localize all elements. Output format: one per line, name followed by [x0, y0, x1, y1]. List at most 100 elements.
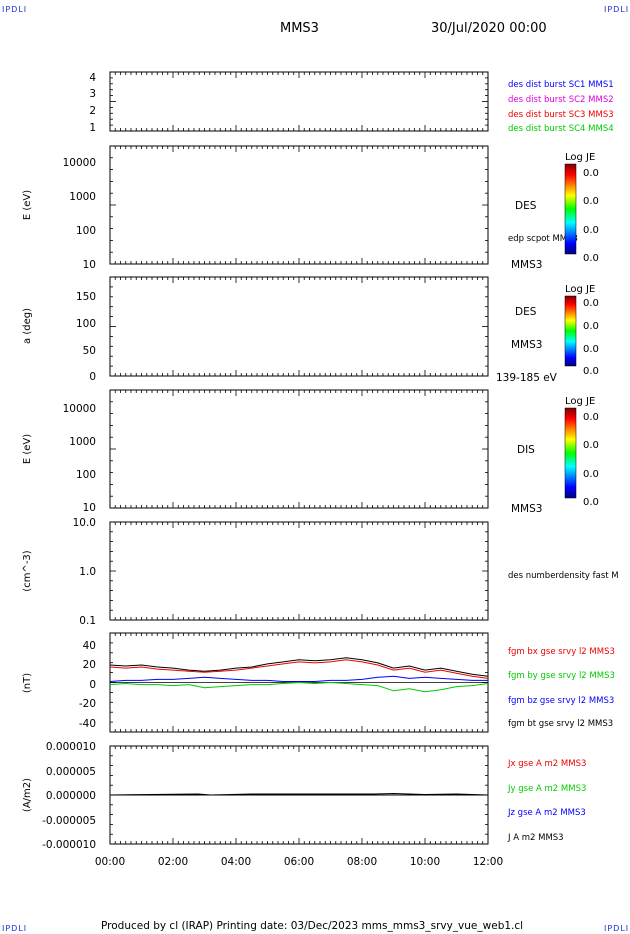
- corner-mark-top-right: IPDLI: [604, 5, 630, 14]
- y-tick-label: 10000: [63, 157, 96, 169]
- field-series-line: [109, 659, 489, 679]
- y-tick-label: 150: [76, 291, 96, 303]
- energy-range-label: 139-185 eV: [496, 372, 558, 384]
- field-series-line: [109, 657, 489, 677]
- panel-5-frame: [109, 521, 489, 621]
- current-series-line: [109, 792, 489, 796]
- y-tick-label: -0.000005: [42, 815, 96, 827]
- panel-4-frame: [109, 389, 489, 509]
- corner-mark-bottom-right: IPDLI: [604, 924, 630, 933]
- colorbar-value: 0.0: [583, 225, 599, 236]
- y-tick-label: 100: [76, 318, 96, 330]
- des-label: DES: [515, 200, 537, 212]
- colorbar-value: 0.0: [583, 253, 599, 264]
- y-tick-label: 1000: [69, 436, 96, 448]
- y-tick-label: 0: [89, 371, 96, 383]
- legend-jx: Jx gse A m2 MMS3: [507, 759, 586, 769]
- colorbar-value: 0.0: [583, 298, 599, 309]
- scpot-label: edp scpot MMS3: [508, 234, 578, 244]
- panel-1-frame: [109, 71, 489, 132]
- y-axis-label: E (eV): [22, 190, 33, 220]
- legend-bz: fgm bz gse srvy l2 MMS3: [508, 696, 614, 706]
- colorbar-pitch-angle: Log JE 0.0 0.0 0.0 0.0: [564, 284, 599, 377]
- dis-label: DIS: [517, 444, 535, 456]
- colorbar-value: 0.0: [583, 344, 599, 355]
- y-tick-label: 100: [76, 225, 96, 237]
- spacecraft-title: MMS3: [280, 21, 319, 36]
- colorbar-title: Log JE: [565, 284, 595, 295]
- x-tick-label: 04:00: [221, 856, 251, 868]
- panel-burst-availability: 4 3 2 1 des dist burst SC1 MMS1 des dist…: [89, 71, 614, 134]
- colorbar-title: Log JE: [565, 396, 595, 407]
- footer-credits: Produced by cl (IRAP) Printing date: 03/…: [101, 920, 524, 932]
- legend-density: des numberdensity fast M: [508, 571, 619, 581]
- colorbar-value: 0.0: [583, 168, 599, 179]
- colorbar-scale: [564, 407, 577, 499]
- y-tick-label: 3: [89, 88, 96, 100]
- current-density-lines: [109, 792, 489, 796]
- spacecraft-label: MMS3: [511, 503, 542, 515]
- y-tick-label: 10: [83, 259, 96, 271]
- colorbar-value: 0.0: [583, 366, 599, 377]
- y-tick-label: 40: [83, 640, 96, 652]
- spacecraft-label: MMS3: [511, 259, 542, 271]
- panel-current-density: (A/m2) 0.000010 0.000005 0.000000 -0.000…: [22, 741, 586, 851]
- legend-sc3: des dist burst SC3 MMS3: [508, 110, 614, 120]
- legend-j: J A m2 MMS3: [507, 833, 564, 843]
- y-tick-label: 100: [76, 469, 96, 481]
- field-series-line: [109, 675, 488, 682]
- x-tick-label: 10:00: [410, 856, 440, 868]
- x-tick-label: 00:00: [95, 856, 125, 868]
- colorbar-value: 0.0: [583, 196, 599, 207]
- y-axis-label: (cm^-3): [22, 550, 33, 591]
- des-label: DES: [515, 306, 537, 318]
- magnetic-field-lines: [109, 657, 489, 693]
- date-title: 30/Jul/2020 00:00: [431, 21, 547, 36]
- colorbar-value: 0.0: [583, 321, 599, 332]
- colorbar-value: 0.0: [583, 440, 599, 451]
- panel-3-frame: [109, 276, 489, 377]
- panel-dis-energy: E (eV) 10000 1000 100 10 DIS MMS3: [22, 389, 542, 515]
- y-tick-label: 2: [89, 105, 96, 117]
- y-tick-label: -40: [79, 718, 96, 730]
- legend-jz: Jz gse A m2 MMS3: [507, 808, 586, 818]
- y-axis-label: (A/m2): [22, 778, 33, 812]
- panel-pitch-angle: a (deg) 150 100 50 0 DES MMS3 139-185 eV: [22, 276, 558, 384]
- y-axis-label: (nT): [22, 673, 33, 693]
- y-tick-label: 50: [83, 345, 96, 357]
- y-tick-label: 4: [89, 72, 96, 84]
- y-tick-label: 20: [83, 659, 96, 671]
- corner-mark-bottom-left: IPDLI: [2, 924, 28, 933]
- y-axis-label: E (eV): [22, 434, 33, 464]
- colorbar-dis-energy: Log JE 0.0 0.0 0.0 0.0: [564, 396, 599, 508]
- spacecraft-label: MMS3: [511, 339, 542, 351]
- colorbar-title: Log JE: [565, 152, 595, 163]
- y-tick-label: 10000: [63, 403, 96, 415]
- colorbar-scale: [564, 163, 577, 255]
- panel-2-frame: [109, 145, 489, 265]
- field-series-line: [109, 681, 489, 693]
- legend-by: fgm by gse srvy l2 MMS3: [508, 671, 615, 681]
- colorbar-des-energy: Log JE 0.0 0.0 0.0 0.0: [564, 152, 599, 264]
- tick-marks: [109, 71, 489, 845]
- x-tick-label: 08:00: [347, 856, 377, 868]
- legend-sc1: des dist burst SC1 MMS1: [508, 80, 614, 90]
- legend-sc4: des dist burst SC4 MMS4: [508, 124, 614, 134]
- panel-des-energy: E (eV) 10000 1000 100 10 DES edp scpot M…: [22, 145, 578, 271]
- y-tick-label: -0.000010: [42, 839, 96, 851]
- y-axis-label: a (deg): [22, 308, 33, 344]
- y-tick-label: 10: [83, 502, 96, 514]
- y-tick-label: 0.000000: [46, 790, 96, 802]
- x-tick-label: 02:00: [158, 856, 188, 868]
- y-tick-label: 1000: [69, 191, 96, 203]
- y-tick-label: 0.1: [79, 615, 96, 627]
- y-tick-label: 0.000005: [46, 766, 96, 778]
- y-tick-label: 10.0: [73, 517, 96, 529]
- y-tick-label: 0: [89, 679, 96, 691]
- y-tick-label: -20: [79, 698, 96, 710]
- legend-bt: fgm bt gse srvy l2 MMS3: [508, 719, 613, 729]
- y-tick-label: 0.000010: [46, 741, 96, 753]
- colorbar-value: 0.0: [583, 497, 599, 508]
- colorbar-value: 0.0: [583, 469, 599, 480]
- colorbar-value: 0.0: [583, 412, 599, 423]
